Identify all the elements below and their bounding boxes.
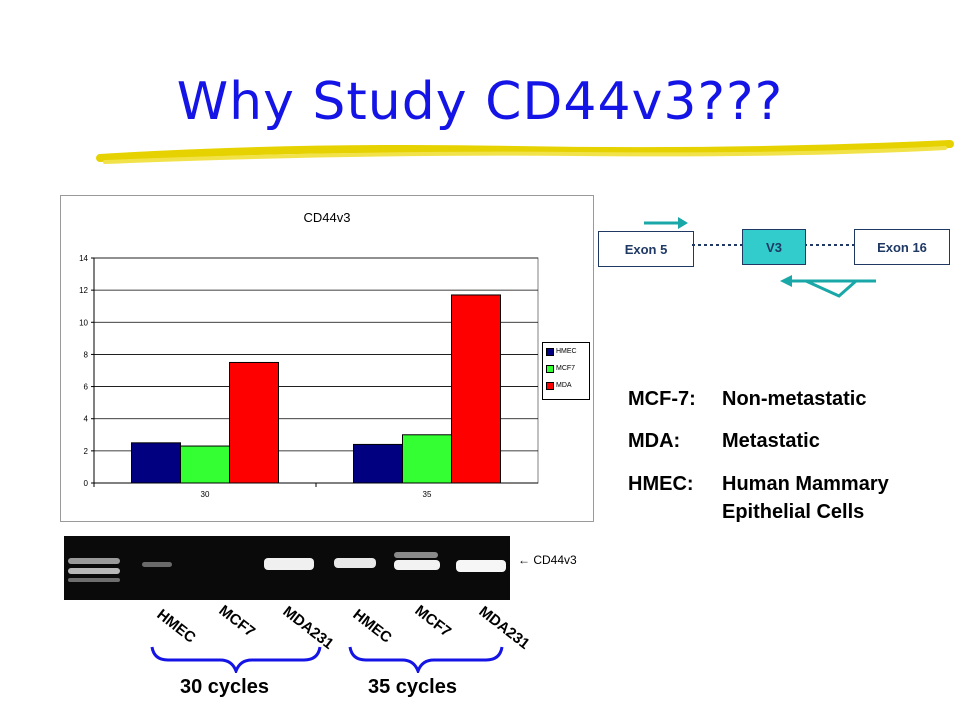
key-term-hmec: HMEC: [628,473,694,495]
lane-label-hmec-35: HMEC [349,606,395,647]
y-tick-label: 4 [84,415,89,424]
lane-label-mcf7-35: MCF7 [411,602,455,641]
key-desc-mcf7: Non-metastatic [722,388,867,410]
y-tick-label: 14 [79,254,88,263]
y-tick-label: 0 [84,479,89,488]
legend-label: HMEC [556,348,577,355]
legend-label: MCF7 [556,365,576,372]
key-desc-hmec-line2: Epithelial Cells [722,501,865,523]
cycles-label-30: 30 cycles [180,676,269,698]
x-tick-label: 30 [201,490,210,499]
chart-panel: 0 2 4 6 8 10 12 14 30 35 CD44v3 HMEC MCF7 MDA [60,195,594,522]
key-term-mda: MDA: [628,430,681,452]
chart-legend: HMEC MCF7 MDA [542,342,590,400]
gel-band [456,560,506,572]
legend-item-mcf7: MCF7 [543,360,589,377]
y-tick-label: 12 [79,286,88,295]
key-desc-mda: Metastatic [722,430,820,452]
gel-band [334,558,376,568]
bar-mcf7-30 [180,445,230,484]
legend-swatch [546,364,554,373]
legend-item-hmec: HMEC [543,343,589,360]
bar-chart: 0 2 4 6 8 10 12 14 30 35 [79,254,539,499]
y-tick-label: 6 [84,383,89,392]
gel-band [264,558,314,570]
bar-hmec-35 [353,443,403,484]
gel-band [68,578,120,582]
x-tick-label: 35 [423,490,432,499]
gel-band [394,552,438,558]
legend-swatch [546,347,554,356]
bar-mcf7-35 [402,434,452,484]
gel-band [68,568,120,574]
gel-band [142,562,172,567]
slide-title: Why Study CD44v3??? [176,72,784,132]
cycle-braces [150,646,504,673]
cycles-label-35: 35 cycles [368,676,457,698]
y-tick-label: 8 [84,350,89,359]
bar-mda-30 [229,361,279,484]
key-desc-hmec: Human Mammary [722,473,889,495]
y-tick-label: 10 [79,318,88,327]
bar-hmec-30 [131,442,181,484]
legend-label: MDA [556,382,572,389]
legend-swatch [546,381,554,390]
title-underline [96,140,954,164]
v3-box: V3 [742,229,806,265]
gel-band [68,558,120,564]
key-term-mcf7: MCF-7: [628,388,696,410]
exon-5-box: Exon 5 [598,231,694,267]
gel-marker-label: ← CD44v3 [518,553,577,567]
chart-title: CD44v3 [303,210,351,225]
gel-image [64,536,510,600]
gel-band [394,560,440,570]
exon-connector [644,217,876,298]
lane-label-mcf7-30: MCF7 [215,602,259,641]
y-tick-label: 2 [84,447,89,456]
legend-item-mda: MDA [543,377,589,394]
bar-mda-35 [451,294,501,484]
exon-16-box: Exon 16 [854,229,950,265]
lane-label-hmec-30: HMEC [153,606,199,647]
